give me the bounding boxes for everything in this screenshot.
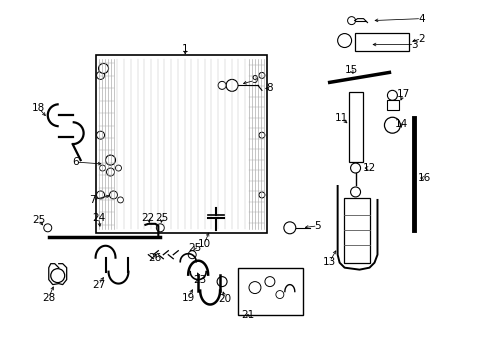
Circle shape (350, 163, 360, 173)
Circle shape (283, 222, 295, 234)
Circle shape (188, 251, 196, 259)
Text: 24: 24 (92, 213, 105, 223)
Text: 15: 15 (344, 66, 358, 76)
Circle shape (386, 90, 397, 100)
Circle shape (99, 63, 108, 73)
Bar (238, 268, 302, 315)
Text: 9: 9 (251, 75, 258, 85)
Text: 25: 25 (32, 215, 45, 225)
Circle shape (51, 269, 64, 283)
Text: 13: 13 (323, 257, 336, 267)
Text: 11: 11 (334, 113, 347, 123)
Text: 20: 20 (218, 293, 231, 303)
Circle shape (44, 224, 52, 232)
Bar (95, 55, 266, 233)
Circle shape (350, 187, 360, 197)
Text: 5: 5 (314, 221, 321, 231)
Circle shape (347, 17, 355, 24)
Circle shape (96, 71, 104, 80)
Circle shape (96, 191, 104, 199)
Text: 23: 23 (193, 275, 206, 285)
Text: 4: 4 (417, 14, 424, 24)
Text: 19: 19 (181, 293, 194, 302)
Circle shape (117, 197, 123, 203)
Text: 18: 18 (32, 103, 45, 113)
Text: 28: 28 (42, 293, 55, 302)
Bar (343, 198, 369, 263)
Bar (386, 100, 399, 110)
Text: 2: 2 (417, 33, 424, 44)
Text: 6: 6 (72, 157, 79, 167)
Circle shape (259, 132, 264, 138)
Circle shape (106, 168, 114, 176)
Text: 25: 25 (188, 243, 202, 253)
Circle shape (248, 282, 261, 293)
Text: 14: 14 (394, 119, 407, 129)
Circle shape (115, 165, 121, 171)
Circle shape (384, 117, 400, 133)
Circle shape (217, 276, 226, 287)
Text: 1: 1 (182, 44, 188, 54)
Circle shape (100, 165, 105, 171)
Circle shape (264, 276, 274, 287)
Text: 16: 16 (417, 173, 430, 183)
Circle shape (105, 155, 115, 165)
Text: 26: 26 (148, 253, 162, 263)
Circle shape (259, 192, 264, 198)
Text: 22: 22 (142, 213, 155, 223)
Circle shape (156, 224, 164, 232)
Bar (348, 92, 362, 162)
Text: 27: 27 (92, 280, 105, 289)
Text: 21: 21 (241, 310, 254, 320)
Text: 10: 10 (197, 239, 210, 249)
Text: 12: 12 (362, 163, 375, 173)
Text: 17: 17 (396, 89, 409, 99)
Text: 3: 3 (410, 40, 417, 50)
Circle shape (109, 191, 117, 199)
Circle shape (225, 80, 238, 91)
Text: 25: 25 (155, 213, 168, 223)
Circle shape (259, 72, 264, 78)
Text: 7: 7 (89, 195, 96, 205)
Bar (354, 32, 408, 50)
Circle shape (218, 81, 225, 89)
Text: 8: 8 (266, 84, 273, 93)
Circle shape (275, 291, 283, 298)
Circle shape (337, 33, 351, 48)
Circle shape (96, 131, 104, 139)
